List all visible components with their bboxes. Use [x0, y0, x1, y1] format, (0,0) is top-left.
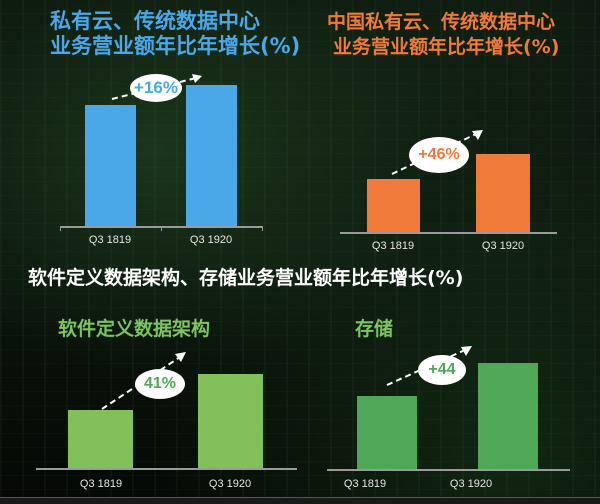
growth-badge: 41% — [135, 369, 185, 399]
bottom-border — [0, 497, 600, 504]
x-label-q3-1819: Q3 1819 — [88, 234, 132, 246]
section-title: 软件定义数据架构、存储业务营业额年比年增长(%) — [28, 267, 464, 289]
x-axis — [327, 469, 570, 471]
x-label-q3-1819: Q3 1819 — [343, 478, 387, 490]
axis-tick — [262, 226, 263, 231]
x-label-q3-1920: Q3 1920 — [189, 234, 233, 246]
chart-2-title-line-2: 业务营业额年比年增长(%) — [333, 36, 560, 58]
growth-arrow-icon — [391, 130, 483, 175]
bar-q3-1819 — [367, 179, 420, 232]
bar-q3-1819 — [68, 410, 133, 468]
x-axis — [36, 468, 297, 470]
x-label-q3-1920: Q3 1920 — [208, 478, 252, 490]
bar-q3-1920 — [198, 374, 263, 468]
growth-arrow-icon — [101, 352, 186, 410]
growth-badge: +46% — [409, 137, 469, 173]
chart-1-title-line-1: 私有云、传统数据中心 — [50, 9, 260, 33]
bar-q3-1819 — [357, 396, 417, 469]
x-label-q3-1819: Q3 1819 — [79, 478, 123, 490]
bar-q3-1920 — [476, 154, 530, 232]
x-label-q3-1920: Q3 1920 — [481, 240, 525, 252]
axis-tick — [161, 226, 162, 231]
chart-3-title: 软件定义数据架构 — [58, 318, 211, 340]
bar-q3-1920 — [186, 85, 237, 226]
axis-tick — [60, 226, 61, 231]
bar-q3-1920 — [478, 363, 538, 469]
growth-badge: +44 — [418, 355, 466, 385]
bar-q3-1819 — [85, 105, 136, 226]
x-axis — [340, 232, 557, 234]
chart-2-title-line-1: 中国私有云、传统数据中心 — [327, 11, 556, 33]
growth-badge: +16% — [130, 74, 182, 102]
x-label-q3-1920: Q3 1920 — [449, 478, 493, 490]
x-label-q3-1819: Q3 1819 — [371, 240, 415, 252]
chart-4-title: 存储 — [355, 318, 394, 340]
chart-1-title-line-2: 业务营业额年比年增长(%) — [50, 34, 301, 58]
